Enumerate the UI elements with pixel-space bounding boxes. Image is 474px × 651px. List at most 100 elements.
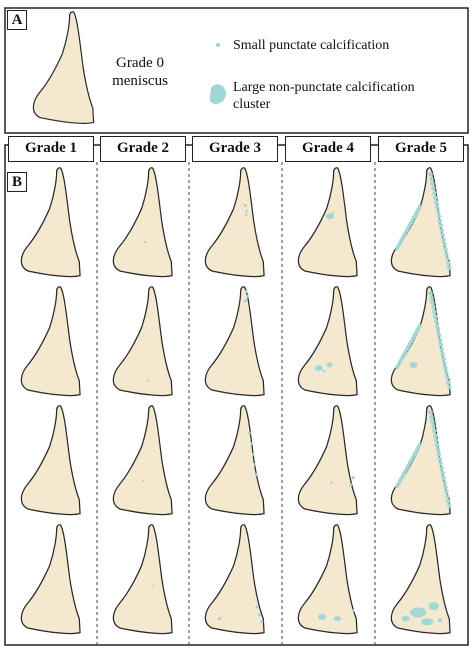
calcification-dot xyxy=(446,379,451,385)
meniscus-g1-r3 xyxy=(20,405,81,516)
grade-header-5: Grade 5 xyxy=(378,136,464,162)
calcification-dot xyxy=(433,319,439,324)
grade0-label-line2: meniscus xyxy=(112,73,168,89)
calcification-dot xyxy=(250,441,254,445)
calcification-dot xyxy=(433,195,438,200)
calcification-dot xyxy=(351,609,355,613)
grade0-label-line1: Grade 0 xyxy=(116,55,164,71)
grade0-meniscus xyxy=(32,11,95,124)
calcification-dot xyxy=(247,431,251,435)
panel-a-frame xyxy=(4,7,469,134)
legend-large-label: Large non-punctate calcification cluster xyxy=(233,79,415,113)
calcification-dot xyxy=(439,466,444,471)
calcification-dot xyxy=(442,480,447,485)
calcification-dot xyxy=(257,613,261,617)
calcification-dot xyxy=(447,265,452,271)
calcification-dot xyxy=(255,605,259,609)
meniscus-g1-r4 xyxy=(20,524,81,635)
calcification-dot xyxy=(437,456,443,462)
calcification-dot xyxy=(434,204,440,210)
calcification-dot xyxy=(436,452,442,457)
calcification-dot xyxy=(429,176,434,182)
meniscus-g2-r3 xyxy=(112,405,173,516)
meniscus-g1-r1 xyxy=(20,167,81,278)
calcification-dot xyxy=(428,410,433,415)
calcification-dot xyxy=(351,476,355,480)
calcification-dot xyxy=(441,356,446,361)
calcification-dot xyxy=(430,181,435,186)
panel-b-letter: B xyxy=(7,172,27,192)
calcification-dot xyxy=(435,447,441,452)
calcification-dot xyxy=(260,620,264,624)
calcification-cluster xyxy=(401,615,410,622)
legend-large-label-line2: cluster xyxy=(233,97,271,112)
calcification-dot xyxy=(432,428,437,434)
meniscus-g3-r1 xyxy=(204,167,265,278)
calcification-dot xyxy=(441,237,446,242)
calcification-dot xyxy=(438,461,444,466)
calcification-dot xyxy=(254,473,258,477)
calcification-dot xyxy=(438,223,444,228)
calcification-dot xyxy=(430,419,435,424)
calcification-dot xyxy=(442,361,447,366)
meniscus-g3-r4 xyxy=(204,524,265,635)
calcification-dot xyxy=(443,365,448,371)
calcification-dot xyxy=(433,438,439,443)
calcification-cluster xyxy=(409,362,418,368)
calcification-dot xyxy=(395,484,400,489)
calcification-dot xyxy=(330,481,333,484)
calcification-dot xyxy=(253,463,257,466)
calcification-dot xyxy=(218,617,222,621)
meniscus-g4-r2 xyxy=(297,286,358,397)
calcification-dot xyxy=(440,351,445,357)
calcification-dot xyxy=(447,503,452,509)
calcification-dot xyxy=(437,218,443,224)
legend-large-icon xyxy=(209,84,227,105)
panel-a-letter: A xyxy=(7,10,27,30)
calcification-dot xyxy=(442,242,447,247)
calcification-dot xyxy=(431,424,436,429)
calcification-dot xyxy=(443,484,448,490)
calcification-dot xyxy=(244,290,248,294)
calcification-dot xyxy=(434,323,440,329)
calcification-dot xyxy=(440,470,445,476)
legend-small-label: Small punctate calcification xyxy=(233,38,390,53)
column-dividers xyxy=(96,162,376,645)
meniscus-g3-r3 xyxy=(204,405,265,516)
calcification-dot xyxy=(437,337,443,343)
calcification-dot xyxy=(245,209,249,213)
calcification-dot xyxy=(436,214,442,219)
calcification-marks xyxy=(142,172,452,626)
calcification-dot xyxy=(434,442,440,448)
meniscus-g2-r4 xyxy=(112,524,173,635)
grade-header-4: Grade 4 xyxy=(285,136,371,162)
calcification-cluster xyxy=(421,618,434,626)
meniscus-g4-r4 xyxy=(297,524,358,635)
calcification-dot xyxy=(331,211,335,215)
calcification-dot xyxy=(443,246,448,252)
meniscus-grid xyxy=(20,167,451,635)
calcification-dot xyxy=(446,498,451,504)
calcification-dot xyxy=(440,232,445,238)
calcification-dot xyxy=(428,172,433,177)
calcification-dot xyxy=(432,190,437,196)
calcification-dot xyxy=(433,200,439,205)
calcification-dot xyxy=(395,365,400,370)
calcification-dot xyxy=(428,291,433,296)
calcification-dot xyxy=(433,314,438,319)
calcification-cluster xyxy=(334,616,342,622)
calcification-dot xyxy=(251,452,255,456)
calcification-dot xyxy=(432,309,437,315)
calcification-dot xyxy=(430,300,435,305)
calcification-dot xyxy=(323,369,326,373)
legend-large-label-line1: Large non-punctate calcification xyxy=(233,80,415,95)
calcification-dot xyxy=(431,305,436,310)
calcification-dot xyxy=(152,584,155,587)
meniscus-g5-r4 xyxy=(390,524,451,635)
calcification-cluster xyxy=(317,614,326,621)
calcification-dot xyxy=(429,414,434,420)
calcification-cluster xyxy=(410,607,427,618)
calcification-dot xyxy=(436,333,442,338)
grade-header-3: Grade 3 xyxy=(192,136,278,162)
calcification-cluster xyxy=(326,362,333,368)
